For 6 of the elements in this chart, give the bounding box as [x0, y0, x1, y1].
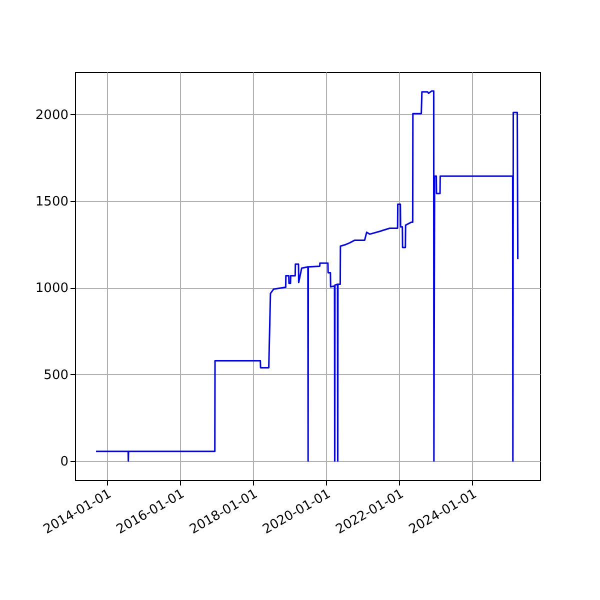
y-tick-label: 500	[44, 368, 68, 383]
y-tick-label: 1500	[35, 194, 68, 210]
y-tick-label: 1000	[35, 281, 68, 296]
line-series	[95, 90, 519, 462]
y-tick-label: 0	[60, 454, 68, 470]
y-tick-label: 2000	[35, 108, 68, 123]
